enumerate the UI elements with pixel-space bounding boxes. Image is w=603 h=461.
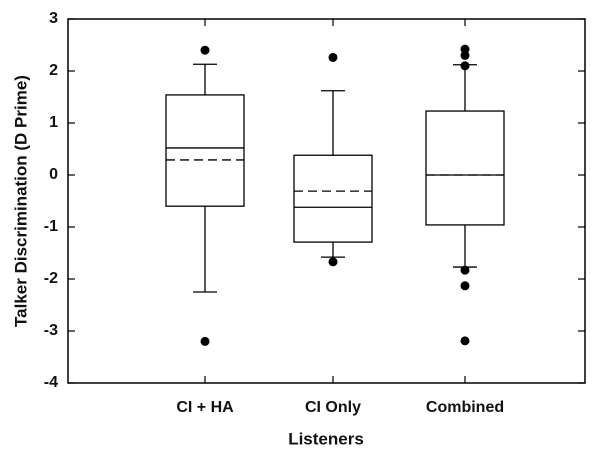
y-axis-label: Talker Discrimination (D Prime) — [11, 75, 30, 327]
outlier — [460, 265, 470, 275]
outlier — [460, 50, 470, 60]
outlier — [460, 336, 470, 346]
y-tick-label: 1 — [49, 114, 58, 131]
y-tick-label: -1 — [44, 218, 58, 235]
y-tick-label: 3 — [49, 10, 58, 27]
outlier — [460, 44, 470, 54]
outlier — [200, 45, 210, 55]
x-tick-label: Combined — [426, 399, 504, 416]
outlier — [328, 257, 338, 267]
y-tick-label: -2 — [44, 270, 58, 287]
box — [165, 94, 245, 207]
box — [425, 110, 505, 226]
outlier — [200, 336, 210, 346]
y-tick-label: -3 — [44, 322, 58, 339]
y-tick-label: 2 — [49, 62, 58, 79]
y-tick-label: -4 — [44, 374, 58, 391]
plot-frame — [67, 18, 586, 384]
x-tick-label: CI + HA — [176, 399, 234, 416]
outlier — [328, 52, 338, 62]
outlier — [460, 61, 470, 71]
x-axis-label: Listeners — [288, 429, 364, 448]
box — [293, 154, 373, 243]
x-tick-label: CI Only — [305, 399, 361, 416]
outlier — [460, 281, 470, 291]
y-tick-label: 0 — [49, 166, 58, 183]
